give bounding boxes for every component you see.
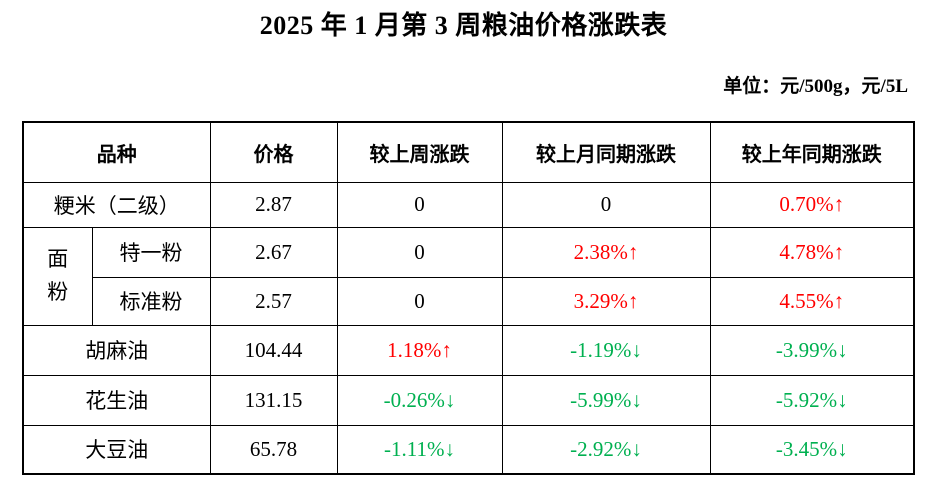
flour-group-label: 面粉 [47, 247, 69, 304]
cell-yearly-change: -5.92%↓ [709, 374, 915, 426]
table-row-japonica-rice: 粳米（二级） 2.87 0 0 0.70%↑ [22, 181, 915, 228]
cell-price: 2.87 [209, 181, 338, 228]
cell-variety: 特一粉 [91, 226, 211, 278]
cell-monthly-change: -5.99%↓ [501, 374, 711, 426]
cell-monthly-change: 0 [501, 181, 711, 228]
cell-yearly-change: -3.45%↓ [709, 424, 915, 475]
cell-variety: 胡麻油 [22, 324, 211, 376]
cell-monthly-change: 2.38%↑ [501, 226, 711, 278]
unit-note: 单位：元/500g，元/5L [723, 76, 908, 97]
cell-weekly-change: -1.11%↓ [336, 424, 503, 475]
cell-weekly-change: 0 [336, 276, 503, 326]
cell-yearly-change: -3.99%↓ [709, 324, 915, 376]
cell-price: 2.67 [209, 226, 338, 278]
table-row-special-flour: 面粉 特一粉 2.67 0 2.38%↑ 4.78%↑ [22, 226, 915, 326]
cell-weekly-change: 0 [336, 181, 503, 228]
cell-weekly-change: -0.26%↓ [336, 374, 503, 426]
column-header-weekly-change: 较上周涨跌 [336, 121, 503, 183]
cell-variety: 花生油 [22, 374, 211, 426]
cell-variety: 标准粉 [91, 276, 211, 326]
cell-monthly-change: -2.92%↓ [501, 424, 711, 475]
table-row-linseed-oil: 胡麻油 104.44 1.18%↑ -1.19%↓ -3.99%↓ [22, 324, 915, 376]
cell-yearly-change: 0.70%↑ [709, 181, 915, 228]
cell-weekly-change: 1.18%↑ [336, 324, 503, 376]
table-row-standard-flour: 标准粉 2.57 0 3.29%↑ 4.55%↑ [23, 276, 915, 326]
cell-flour-group: 面粉 [22, 226, 93, 326]
cell-yearly-change: 4.55%↑ [709, 276, 915, 326]
cell-variety: 粳米（二级） [22, 181, 211, 228]
cell-monthly-change: 3.29%↑ [501, 276, 711, 326]
cell-monthly-change: -1.19%↓ [501, 324, 711, 376]
table-row-peanut-oil: 花生油 131.15 -0.26%↓ -5.99%↓ -5.92%↓ [22, 374, 915, 426]
column-header-variety: 品种 [22, 121, 211, 183]
table-row-soybean-oil: 大豆油 65.78 -1.11%↓ -2.92%↓ -3.45%↓ [22, 424, 915, 475]
column-header-yearly-change: 较上年同期涨跌 [709, 121, 915, 183]
cell-price: 131.15 [209, 374, 338, 426]
cell-price: 65.78 [209, 424, 338, 475]
table-header-row: 品种 价格 较上周涨跌 较上月同期涨跌 较上年同期涨跌 [22, 121, 915, 183]
cell-variety: 大豆油 [22, 424, 211, 475]
page-title: 2025 年 1 月第 3 周粮油价格涨跌表 [259, 11, 668, 40]
cell-price: 2.57 [209, 276, 338, 326]
column-header-price: 价格 [209, 121, 338, 183]
column-header-monthly-change: 较上月同期涨跌 [501, 121, 711, 183]
cell-price: 104.44 [209, 324, 338, 376]
cell-weekly-change: 0 [336, 226, 503, 278]
price-table: 品种 价格 较上周涨跌 较上月同期涨跌 较上年同期涨跌 粳米（二级） 2.87 … [22, 121, 915, 475]
cell-yearly-change: 4.78%↑ [709, 226, 915, 278]
